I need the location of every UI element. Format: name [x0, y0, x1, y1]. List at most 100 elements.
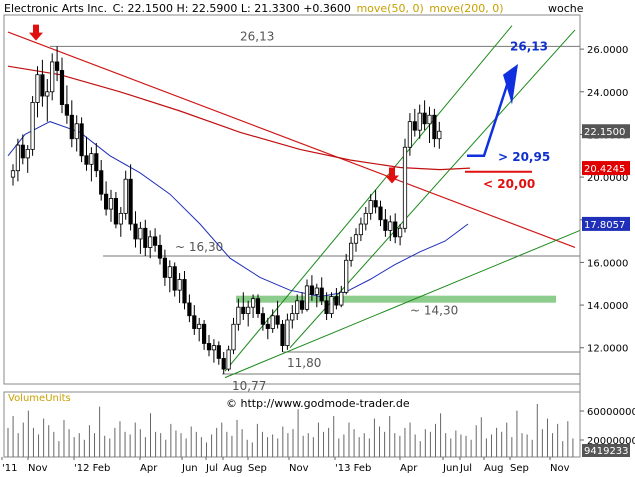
candle-body [148, 236, 153, 248]
candle [226, 345, 231, 372]
candle-body [319, 287, 324, 302]
candle-body [255, 298, 261, 315]
level-label: 10,77 [232, 379, 266, 393]
candle [133, 211, 138, 248]
candle [314, 283, 319, 308]
candle [388, 215, 393, 242]
candle-body [30, 102, 35, 150]
candle-body [123, 178, 128, 214]
candle-body [344, 259, 349, 293]
candle-body [79, 123, 84, 157]
candle-body [314, 287, 319, 295]
candle [397, 224, 403, 246]
candle [206, 334, 212, 357]
candle [45, 78, 50, 122]
ma50-badge: 17.8057 [584, 220, 625, 231]
candle [348, 236, 354, 267]
candle-body [94, 153, 99, 172]
candle [182, 270, 187, 310]
candle-body [15, 144, 21, 172]
candle-body [388, 221, 393, 231]
volume-title: VolumeUnits [8, 393, 71, 404]
candle-body [177, 279, 182, 291]
candle [250, 294, 256, 318]
candle-body [35, 74, 40, 103]
candle [30, 96, 35, 156]
target-label: > 20,95 [498, 150, 550, 164]
x-tick-label: '11 [2, 463, 17, 474]
volume-tick-label: 20000000 [587, 436, 635, 447]
candle-body [402, 146, 408, 229]
x-tick-label: Aug [484, 463, 504, 474]
candle [437, 121, 442, 149]
x-tick-label: Nov [550, 463, 570, 474]
support-zone-band [236, 295, 556, 303]
candle-body [138, 227, 143, 240]
candle-body [324, 300, 329, 315]
candle [15, 138, 21, 182]
candle-body [432, 114, 437, 140]
candle-body [353, 234, 359, 244]
candle [35, 66, 40, 118]
candle-body [250, 298, 256, 308]
candle-body [393, 221, 398, 238]
candle [148, 230, 153, 259]
candle-body [211, 345, 216, 351]
candle-body [334, 296, 339, 306]
candle-body [260, 313, 266, 325]
candle [373, 189, 378, 214]
candle [84, 136, 89, 171]
candle-body [358, 223, 364, 236]
candle [265, 317, 270, 340]
candle-body [309, 285, 315, 295]
candle [280, 320, 285, 353]
candle [94, 142, 99, 178]
candle-body [118, 212, 123, 225]
candle [59, 57, 65, 114]
candle [201, 320, 207, 350]
candle [319, 277, 324, 306]
x-tick-label: Nov [28, 463, 48, 474]
candle [64, 85, 69, 124]
candle [383, 209, 388, 237]
candle [339, 285, 344, 308]
candle [55, 46, 60, 82]
x-tick-label: Jul [459, 463, 472, 474]
candle-body [329, 296, 334, 315]
candle-body [290, 313, 295, 321]
y-tick-label: 20.0000 [587, 173, 628, 184]
candle [177, 273, 182, 303]
candle-body [50, 61, 55, 93]
level-label: ~ 16,30 [175, 240, 223, 254]
candle [40, 59, 45, 107]
x-tick-label: Jun [442, 463, 459, 474]
candle-body [113, 198, 118, 225]
candle-body [167, 266, 172, 278]
candle-body [236, 306, 241, 325]
candle-body [363, 212, 368, 225]
candle-body [407, 121, 413, 148]
candle-body [172, 266, 177, 291]
candle-body [20, 144, 25, 159]
candle [309, 275, 315, 301]
candle [74, 115, 79, 152]
candle-body [437, 130, 442, 140]
candle [260, 307, 266, 331]
price-panel-frame [3, 14, 581, 385]
last-price-badge: 22.1500 [584, 127, 625, 138]
candle [334, 288, 339, 310]
candle-body [104, 193, 109, 210]
channel-middle-line [289, 29, 576, 349]
candle [192, 305, 197, 335]
ma200-legend: move(200, 0) [429, 2, 504, 15]
candle [304, 279, 310, 312]
candle [143, 219, 148, 257]
candle-body [10, 170, 16, 178]
x-tick-label: Sep [248, 463, 267, 474]
ma200-badge: 20.4245 [584, 164, 625, 175]
candle-body [143, 227, 148, 248]
candle-body [397, 227, 403, 238]
candle-body [64, 104, 69, 116]
candle [290, 305, 295, 329]
